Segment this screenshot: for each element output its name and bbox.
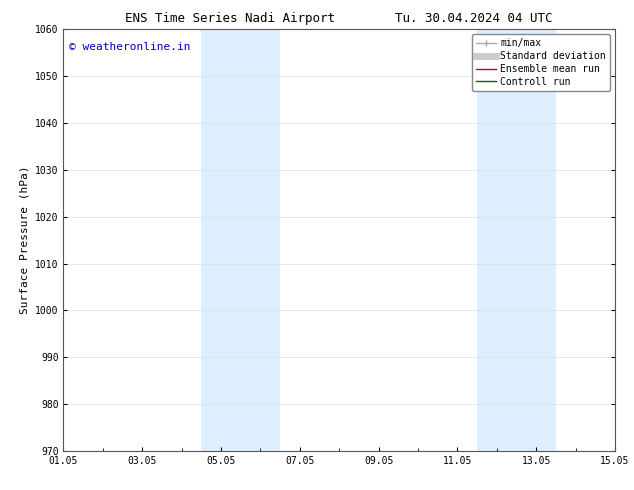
- Text: © weatheronline.in: © weatheronline.in: [69, 42, 190, 52]
- Bar: [241, 29, 280, 451]
- Bar: [477, 29, 517, 451]
- Bar: [517, 29, 556, 451]
- Y-axis label: Surface Pressure (hPa): Surface Pressure (hPa): [20, 166, 30, 315]
- Legend: min/max, Standard deviation, Ensemble mean run, Controll run: min/max, Standard deviation, Ensemble me…: [472, 34, 610, 91]
- Title: ENS Time Series Nadi Airport        Tu. 30.04.2024 04 UTC: ENS Time Series Nadi Airport Tu. 30.04.2…: [126, 12, 553, 25]
- Bar: [202, 29, 241, 451]
